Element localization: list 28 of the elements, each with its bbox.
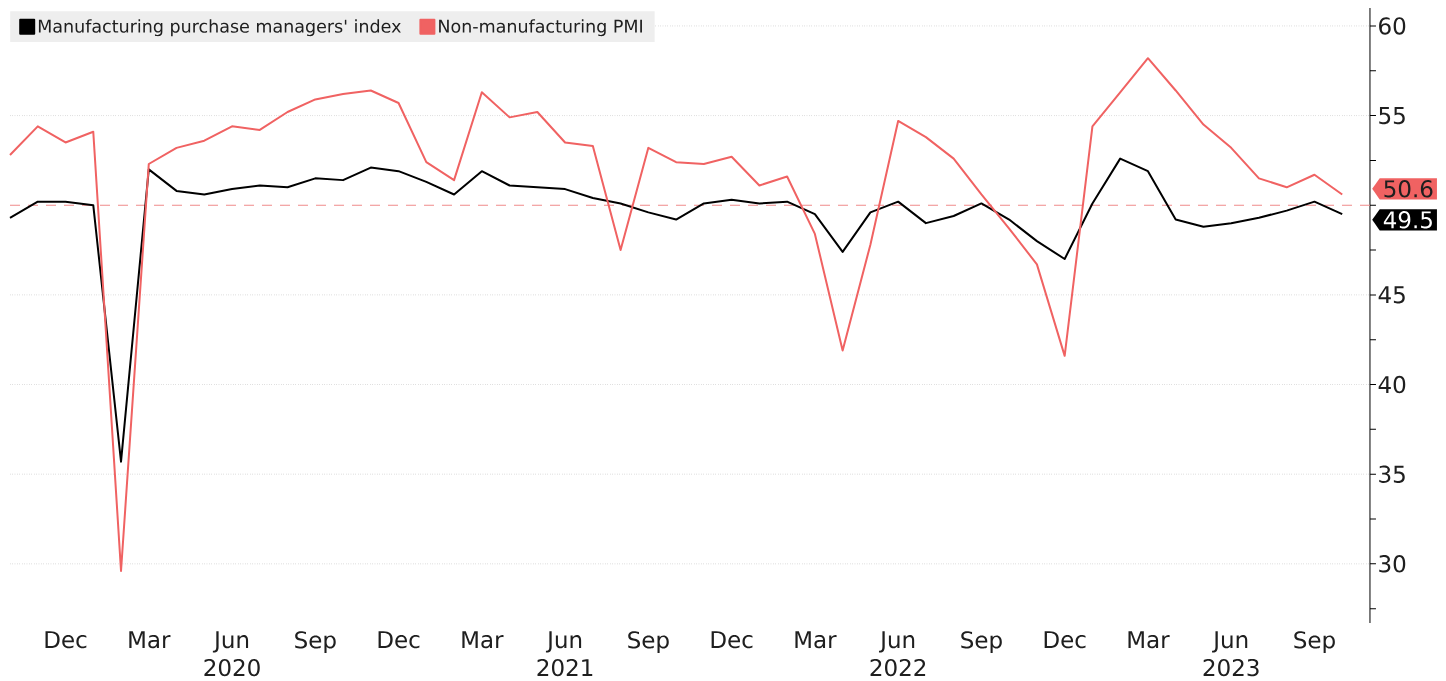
y-tick-label: 35	[1379, 465, 1405, 483]
data-label: 50.6	[1384, 180, 1433, 198]
y-tick-label: 40	[1378, 375, 1406, 394]
line-series	[9, 157, 1344, 463]
line-series	[9, 57, 1344, 572]
x-tick-label: Sep	[295, 631, 336, 654]
x-tick-label: Sep	[628, 631, 669, 654]
x-tick-label: Mar	[462, 631, 504, 649]
x-tick-label: Sep	[1294, 631, 1335, 654]
x-tick-label: Dec	[378, 631, 420, 649]
x-tick-label: Jun 2022	[870, 631, 926, 677]
y-tick-label: 45	[1378, 286, 1405, 304]
x-tick-label: Mar	[129, 631, 171, 649]
x-tick-label: Dec	[1044, 631, 1086, 649]
x-tick-label: Dec	[45, 631, 87, 649]
y-tick-label: 55	[1379, 107, 1405, 125]
x-tick-label: Jun 2021	[537, 631, 593, 677]
x-tick-label: Mar	[1128, 631, 1170, 649]
x-tick-label: Jun 2020	[204, 631, 260, 677]
legend-label: Manufacturing purchase managers' index	[38, 19, 401, 37]
x-tick-label: Mar	[795, 631, 837, 649]
x-tick-label: Jun 2023	[1203, 631, 1259, 677]
y-tick-label: 30	[1379, 555, 1406, 573]
data-label: 49.5	[1383, 211, 1432, 229]
y-tick-label: 60	[1379, 17, 1406, 35]
legend-label: Non-manufacturing PMI	[439, 19, 642, 37]
x-tick-label: Dec	[711, 631, 753, 649]
x-tick-label: Sep	[961, 631, 1002, 654]
